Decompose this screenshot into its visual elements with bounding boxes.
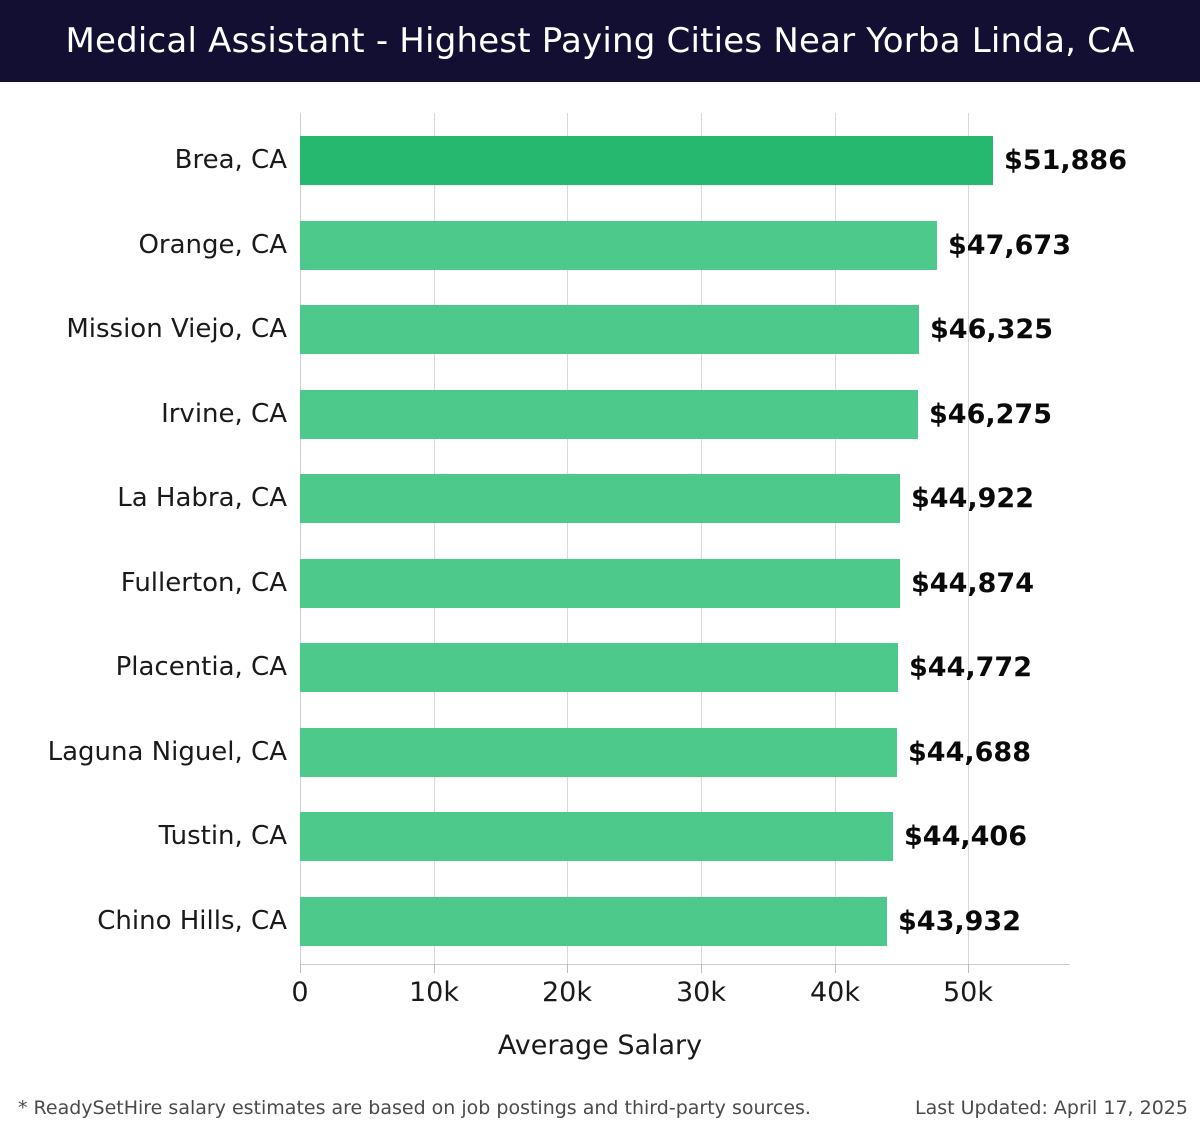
bar[interactable]: [300, 389, 918, 439]
bar[interactable]: [300, 643, 898, 692]
bar[interactable]: [300, 136, 993, 185]
x-tick-label: 30k: [676, 977, 726, 1008]
bar-value-label: $44,406: [904, 821, 1027, 852]
category-label: Irvine, CA: [161, 398, 287, 429]
bar[interactable]: [300, 305, 919, 354]
bar[interactable]: [300, 727, 897, 777]
category-label: Laguna Niguel, CA: [47, 736, 287, 767]
bar-row[interactable]: $51,886: [300, 136, 1200, 185]
bar-value-label: $44,772: [909, 652, 1032, 683]
category-label: Mission Viejo, CA: [66, 314, 287, 344]
x-tick-label: 20k: [542, 977, 592, 1008]
bar-row[interactable]: $44,406: [300, 812, 1200, 861]
bar-row[interactable]: $44,922: [300, 474, 1200, 523]
bar-row[interactable]: $44,772: [300, 643, 1200, 692]
category-label: Orange, CA: [138, 229, 287, 260]
bar-value-label: $46,325: [930, 314, 1053, 345]
category-label: Fullerton, CA: [120, 567, 287, 598]
x-tick-mark: [567, 964, 568, 973]
x-tick-label: 40k: [810, 977, 860, 1008]
footer-last-updated: Last Updated: April 17, 2025: [914, 1097, 1188, 1119]
x-tick-mark: [300, 964, 301, 973]
gridline: [567, 113, 568, 964]
gridline: [835, 113, 836, 964]
bar-row[interactable]: $43,932: [300, 896, 1200, 946]
page-title: Medical Assistant - Highest Paying Citie…: [65, 21, 1135, 61]
x-tick-label: 50k: [943, 977, 993, 1008]
x-tick-mark: [701, 964, 702, 973]
bar-row[interactable]: $46,275: [300, 389, 1200, 439]
bar[interactable]: [300, 896, 887, 946]
bar-row[interactable]: $46,325: [300, 305, 1200, 354]
bar-row[interactable]: $47,673: [300, 220, 1200, 270]
bar[interactable]: [300, 558, 900, 608]
bar-value-label: $47,673: [948, 229, 1071, 261]
bar[interactable]: [300, 474, 900, 523]
category-label: Placentia, CA: [115, 652, 287, 682]
plot-area: [300, 113, 1015, 964]
bar-value-label: $46,275: [929, 398, 1052, 430]
bar-value-label: $44,874: [911, 567, 1034, 599]
gridline: [300, 113, 301, 964]
bar-value-label: $44,688: [908, 736, 1031, 768]
bar-value-label: $43,932: [898, 905, 1021, 937]
gridline: [701, 113, 702, 964]
category-label: Tustin, CA: [158, 821, 287, 851]
category-label: Chino Hills, CA: [97, 905, 287, 936]
x-tick-mark: [835, 964, 836, 973]
gridline: [434, 113, 435, 964]
bar-value-label: $44,922: [911, 483, 1034, 514]
bar-value-label: $51,886: [1004, 145, 1127, 176]
x-tick-mark: [434, 964, 435, 973]
x-axis-title: Average Salary: [497, 1030, 703, 1061]
x-tick-label: 0: [291, 977, 309, 1008]
x-tick-mark: [968, 964, 969, 973]
gridline: [968, 113, 969, 964]
x-tick-label: 10k: [409, 977, 459, 1008]
x-axis-line: [300, 964, 1070, 965]
footer-disclaimer: * ReadySetHire salary estimates are base…: [18, 1097, 811, 1119]
bar[interactable]: [300, 220, 937, 270]
bar-row[interactable]: $44,688: [300, 727, 1200, 777]
title-bar: Medical Assistant - Highest Paying Citie…: [0, 0, 1200, 82]
category-label: La Habra, CA: [117, 483, 287, 513]
category-label: Brea, CA: [174, 145, 287, 175]
bar-row[interactable]: $44,874: [300, 558, 1200, 608]
bar[interactable]: [300, 812, 893, 861]
